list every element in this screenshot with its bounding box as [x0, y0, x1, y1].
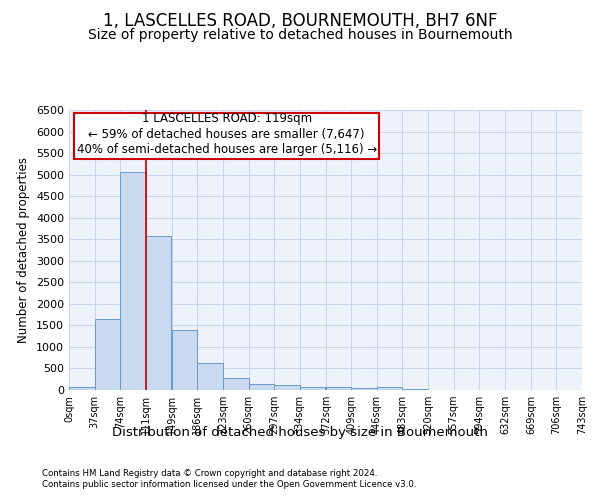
FancyBboxPatch shape	[74, 113, 379, 159]
Bar	[299, 386, 325, 390]
Bar	[352, 388, 377, 390]
Bar	[95, 320, 120, 390]
Bar	[197, 364, 223, 390]
Text: Contains public sector information licensed under the Open Government Licence v3: Contains public sector information licen…	[42, 480, 416, 489]
Text: Distribution of detached houses by size in Bournemouth: Distribution of detached houses by size …	[112, 426, 488, 439]
Bar	[377, 388, 403, 390]
Bar	[172, 330, 197, 390]
Bar	[69, 387, 95, 390]
Bar	[274, 386, 299, 390]
Bar	[403, 389, 428, 390]
Bar	[120, 172, 146, 390]
Bar	[326, 388, 352, 390]
Text: Contains HM Land Registry data © Crown copyright and database right 2024.: Contains HM Land Registry data © Crown c…	[42, 468, 377, 477]
Text: 1, LASCELLES ROAD, BOURNEMOUTH, BH7 6NF: 1, LASCELLES ROAD, BOURNEMOUTH, BH7 6NF	[103, 12, 497, 30]
Text: ← 59% of detached houses are smaller (7,647): ← 59% of detached houses are smaller (7,…	[88, 128, 365, 141]
Bar	[248, 384, 274, 390]
Bar	[223, 378, 248, 390]
Y-axis label: Number of detached properties: Number of detached properties	[17, 157, 31, 343]
Text: 40% of semi-detached houses are larger (5,116) →: 40% of semi-detached houses are larger (…	[77, 144, 377, 156]
Text: 1 LASCELLES ROAD: 119sqm: 1 LASCELLES ROAD: 119sqm	[142, 112, 312, 126]
Bar	[146, 236, 171, 390]
Text: Size of property relative to detached houses in Bournemouth: Size of property relative to detached ho…	[88, 28, 512, 42]
